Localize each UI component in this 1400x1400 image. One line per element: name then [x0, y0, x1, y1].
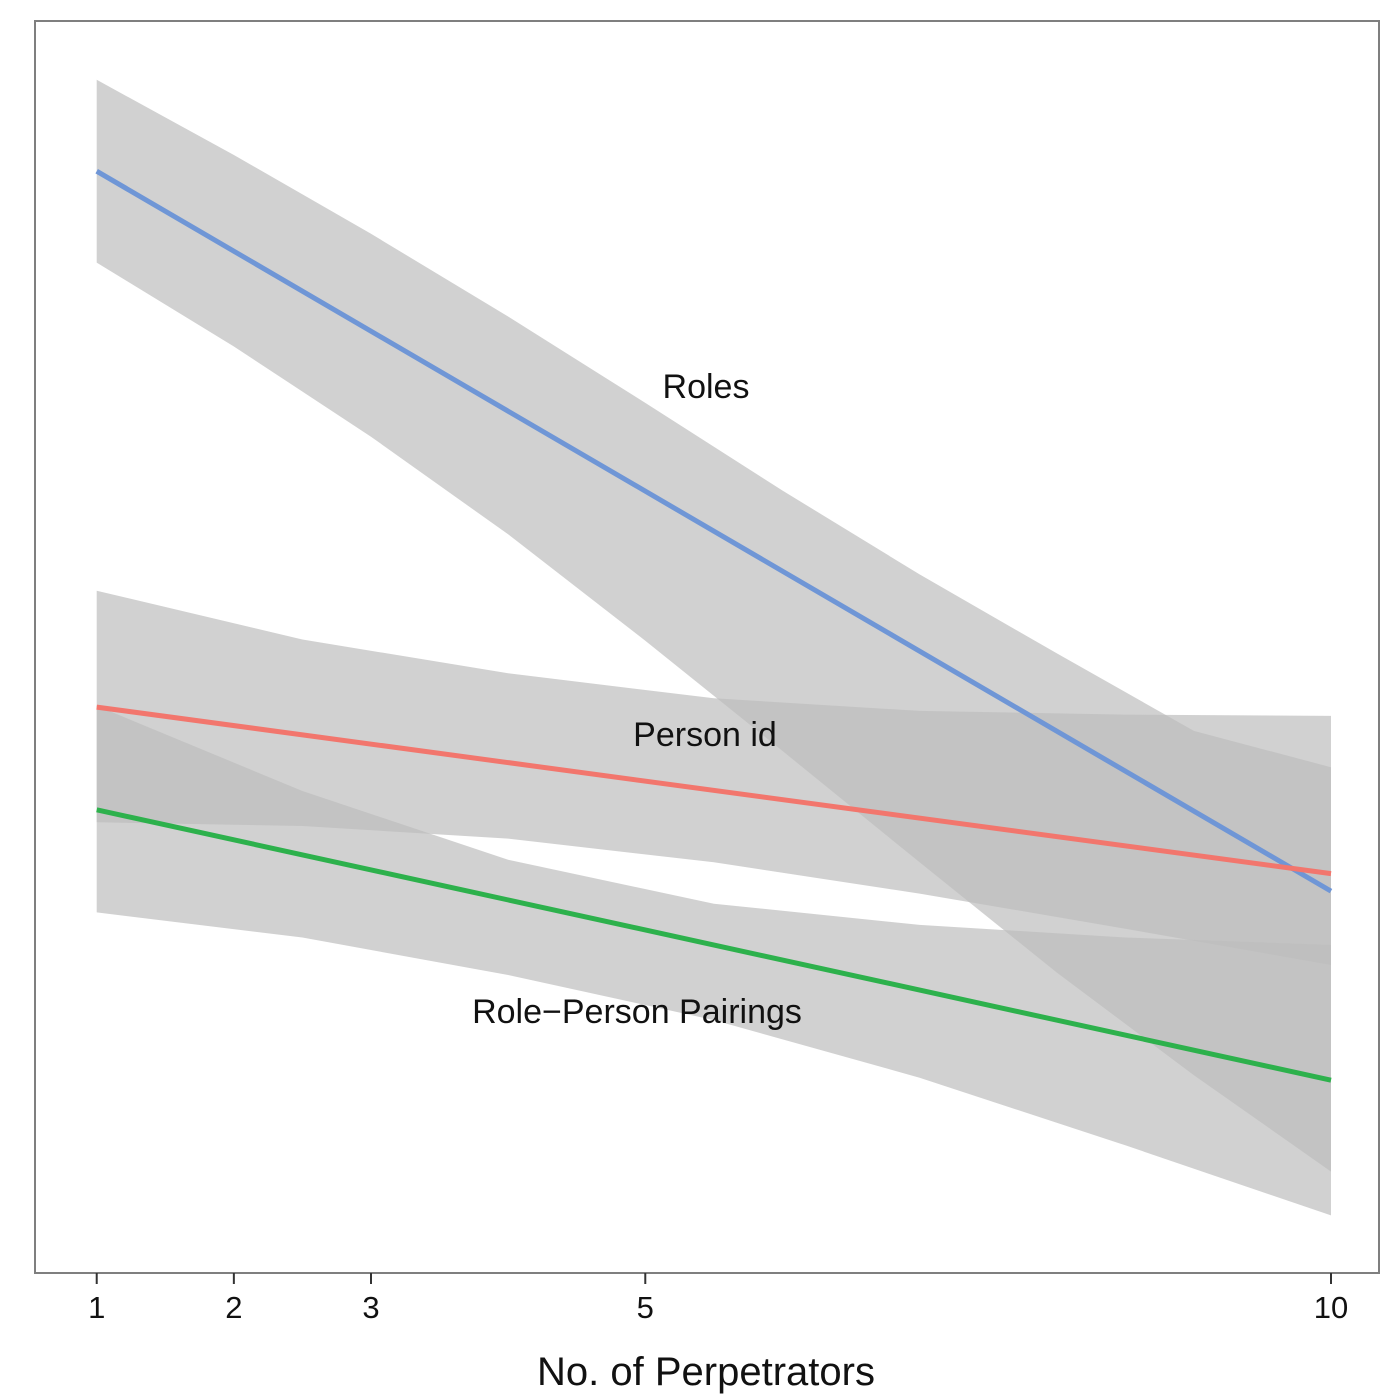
series-label-role-person-pairings: Role−Person Pairings — [472, 993, 802, 1031]
x-tick-label-5: 5 — [637, 1290, 654, 1325]
series-lines — [95, 169, 1333, 1083]
series-label-person-id: Person id — [633, 716, 777, 754]
series-label-roles: Roles — [663, 368, 750, 406]
x-tick-label-1: 1 — [88, 1290, 105, 1325]
confidence-band-role-person-pairings — [96, 705, 1332, 1216]
series-line-roles — [95, 169, 1333, 894]
x-axis-title: No. of Perpetrators — [537, 1350, 875, 1394]
x-tick-label-2: 2 — [225, 1290, 242, 1325]
series-line-role-person-pairings — [96, 807, 1332, 1083]
series-line-person-id — [96, 704, 1332, 877]
confidence-band-person-id — [96, 590, 1332, 965]
x-axis: 1 2 3 5 10 — [88, 1273, 1348, 1325]
x-tick-label-3: 3 — [362, 1290, 379, 1325]
x-tick-label-10: 10 — [1314, 1290, 1348, 1325]
